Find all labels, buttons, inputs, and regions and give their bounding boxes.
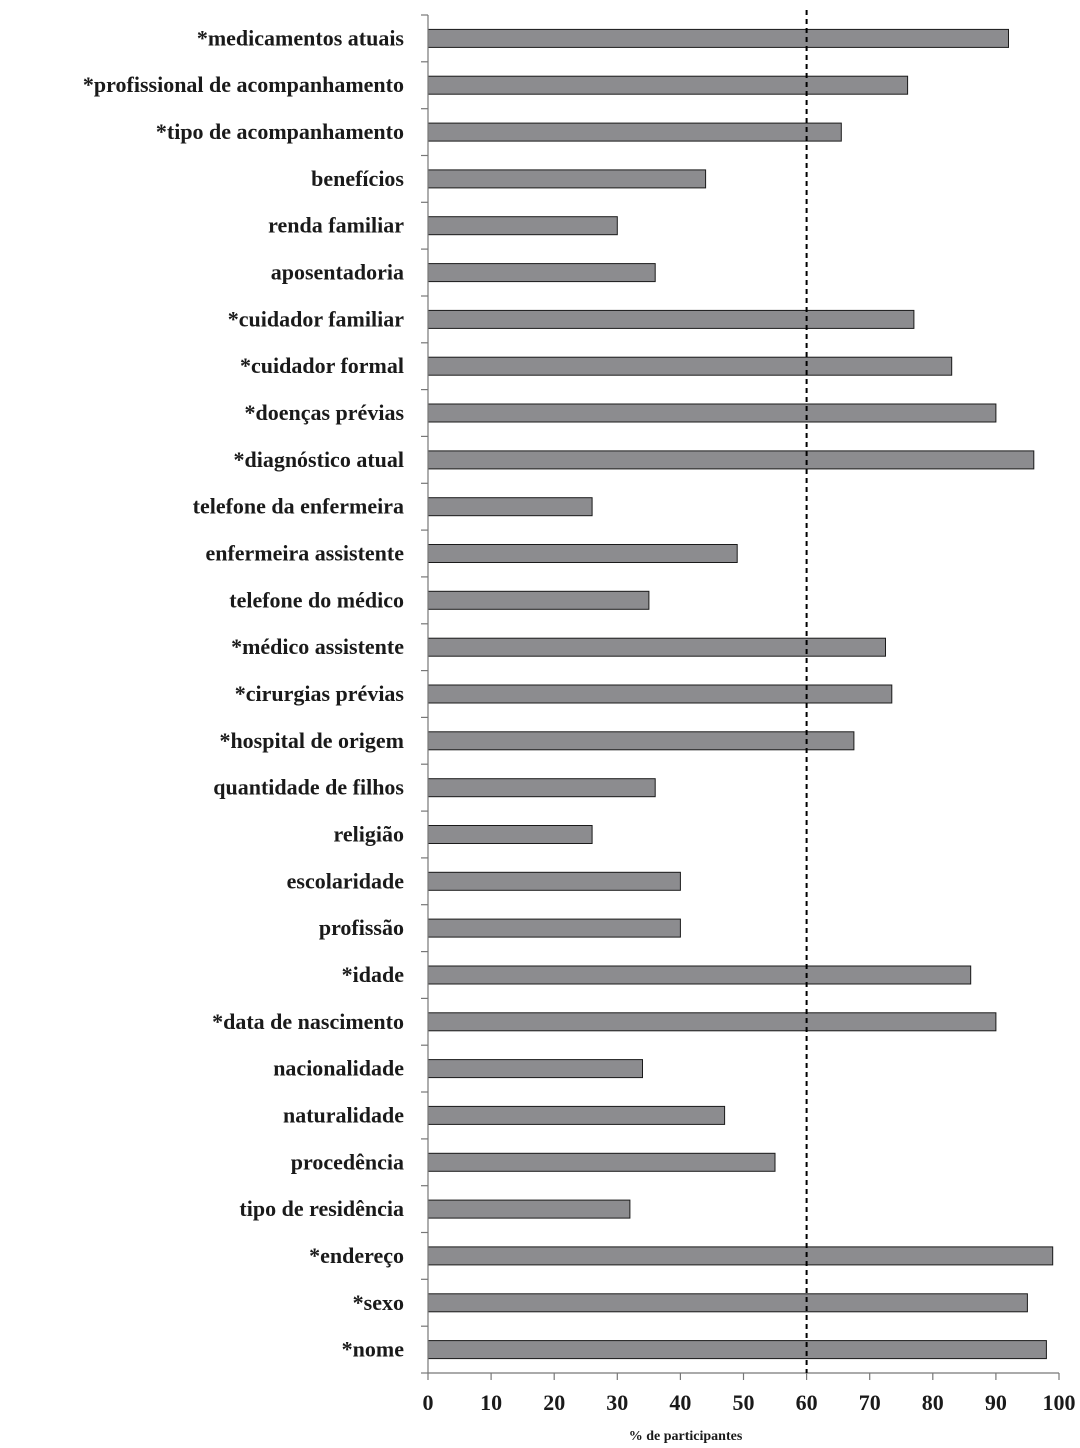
bar — [427, 403, 997, 423]
x-tick-label: 50 — [733, 1390, 755, 1415]
x-tick-label: 10 — [480, 1390, 502, 1415]
bar — [427, 637, 886, 657]
bar — [427, 1152, 776, 1172]
bar — [427, 122, 842, 142]
category-label: benefícios — [311, 166, 404, 191]
bar — [427, 1293, 1028, 1313]
x-axis-ticks: 0 10 20 30 40 50 60 70 80 90 100 — [423, 1373, 1076, 1415]
bars-group — [427, 28, 1054, 1360]
y-axis-ticks — [421, 14, 428, 1374]
bar — [427, 216, 618, 236]
bar — [427, 1340, 1047, 1360]
x-tick-label: 100 — [1043, 1390, 1076, 1415]
bar — [427, 450, 1035, 470]
category-label: nacionalidade — [273, 1056, 404, 1081]
category-label: quantidade de filhos — [213, 775, 404, 800]
bar — [427, 1012, 997, 1032]
category-label: *profissional de acompanhamento — [83, 72, 404, 97]
bar — [427, 309, 915, 329]
x-axis-title: % de participantes — [629, 1429, 743, 1444]
category-label: *hospital de origem — [219, 728, 404, 753]
category-label: tipo de residência — [239, 1196, 404, 1221]
bar — [427, 590, 650, 610]
x-tick-label: 0 — [423, 1390, 434, 1415]
bar — [427, 965, 972, 985]
bar — [427, 75, 909, 95]
x-tick-label: 90 — [985, 1390, 1007, 1415]
bar — [427, 684, 893, 704]
category-label: *diagnóstico atual — [233, 447, 404, 472]
bar — [427, 1246, 1054, 1266]
category-label: *tipo de acompanhamento — [156, 119, 404, 144]
bar — [427, 356, 953, 376]
category-labels: *medicamentos atuais *profissional de aco… — [83, 25, 405, 1361]
bar — [427, 28, 1009, 48]
x-tick-label: 80 — [922, 1390, 944, 1415]
bar — [427, 778, 656, 798]
category-label: escolaridade — [287, 868, 405, 893]
category-label: *cuidador formal — [240, 353, 404, 378]
bar — [427, 263, 656, 283]
category-label: *medicamentos atuais — [197, 25, 405, 50]
category-label: *idade — [342, 962, 405, 987]
bar — [427, 871, 681, 891]
category-label: procedência — [291, 1149, 404, 1174]
category-label: aposentadoria — [271, 260, 404, 285]
category-label: *nome — [342, 1337, 405, 1362]
category-label: telefone do médico — [229, 587, 404, 612]
x-tick-label: 20 — [543, 1390, 565, 1415]
bar — [427, 825, 593, 844]
category-label: *data de nascimento — [212, 1009, 404, 1034]
category-label: renda familiar — [268, 213, 404, 238]
category-label: *cuidador familiar — [228, 306, 404, 331]
bar — [427, 731, 855, 751]
bar — [427, 918, 681, 938]
bar — [427, 497, 593, 517]
bar — [427, 169, 707, 189]
category-label: *doenças prévias — [245, 400, 405, 425]
category-label: enfermeira assistente — [205, 541, 404, 566]
bar — [427, 1199, 631, 1219]
category-label: *sexo — [353, 1290, 404, 1315]
category-label: *cirurgias prévias — [235, 681, 405, 706]
x-tick-label: 60 — [796, 1390, 818, 1415]
category-label: profissão — [319, 915, 404, 940]
bar — [427, 1059, 643, 1079]
category-label: religião — [334, 822, 404, 847]
category-label: telefone da enfermeira — [193, 494, 404, 519]
category-label: naturalidade — [283, 1102, 404, 1127]
category-label: *médico assistente — [231, 634, 404, 659]
bar — [427, 544, 738, 563]
x-tick-label: 40 — [669, 1390, 691, 1415]
category-label: *endereço — [309, 1243, 404, 1268]
x-tick-label: 30 — [606, 1390, 628, 1415]
bar — [427, 1105, 726, 1125]
x-tick-label: 70 — [859, 1390, 881, 1415]
